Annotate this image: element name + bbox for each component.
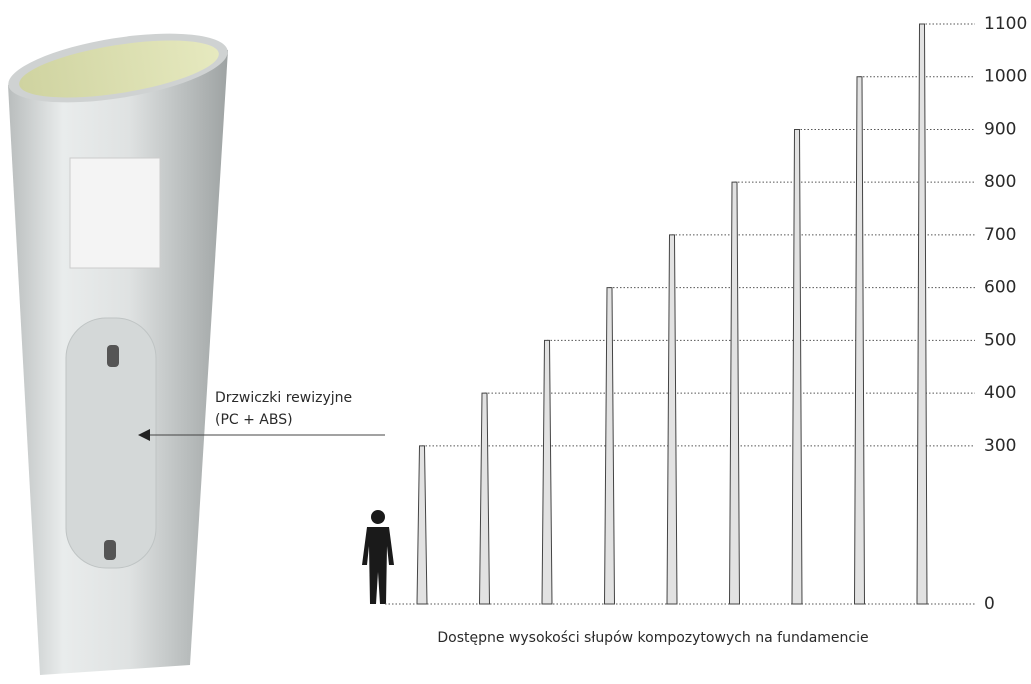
pole: [480, 393, 490, 604]
pole: [667, 235, 677, 604]
pole: [605, 288, 615, 604]
y-tick-label: 0: [984, 594, 995, 614]
x-axis-label: Dostępne wysokości słupów kompozytowych …: [437, 630, 868, 646]
y-tick-label: 800: [984, 172, 1016, 192]
page: Drzwiczki rewizyjne (PC + ABS) Dostępne …: [0, 0, 1031, 684]
y-tick-label: 400: [984, 383, 1016, 403]
chart: Drzwiczki rewizyjne (PC + ABS) Dostępne …: [0, 0, 1031, 684]
pole: [855, 77, 865, 604]
pole: [917, 24, 927, 604]
y-tick-label: 900: [984, 119, 1016, 139]
pole: [542, 340, 552, 604]
annotation: (PC + ABS): [215, 412, 293, 428]
y-tick-label: 1000: [984, 67, 1027, 87]
annotation: Drzwiczki rewizyjne: [215, 390, 352, 406]
person-silhouette: [362, 510, 394, 604]
y-tick-label: 300: [984, 436, 1016, 456]
pole: [730, 182, 740, 604]
y-tick-label: 1100: [984, 14, 1027, 34]
pole-photo: [4, 21, 233, 675]
y-tick-label: 700: [984, 225, 1016, 245]
y-tick-label: 600: [984, 278, 1016, 298]
pole: [417, 446, 427, 604]
pole: [792, 129, 802, 604]
y-tick-label: 500: [984, 330, 1016, 350]
